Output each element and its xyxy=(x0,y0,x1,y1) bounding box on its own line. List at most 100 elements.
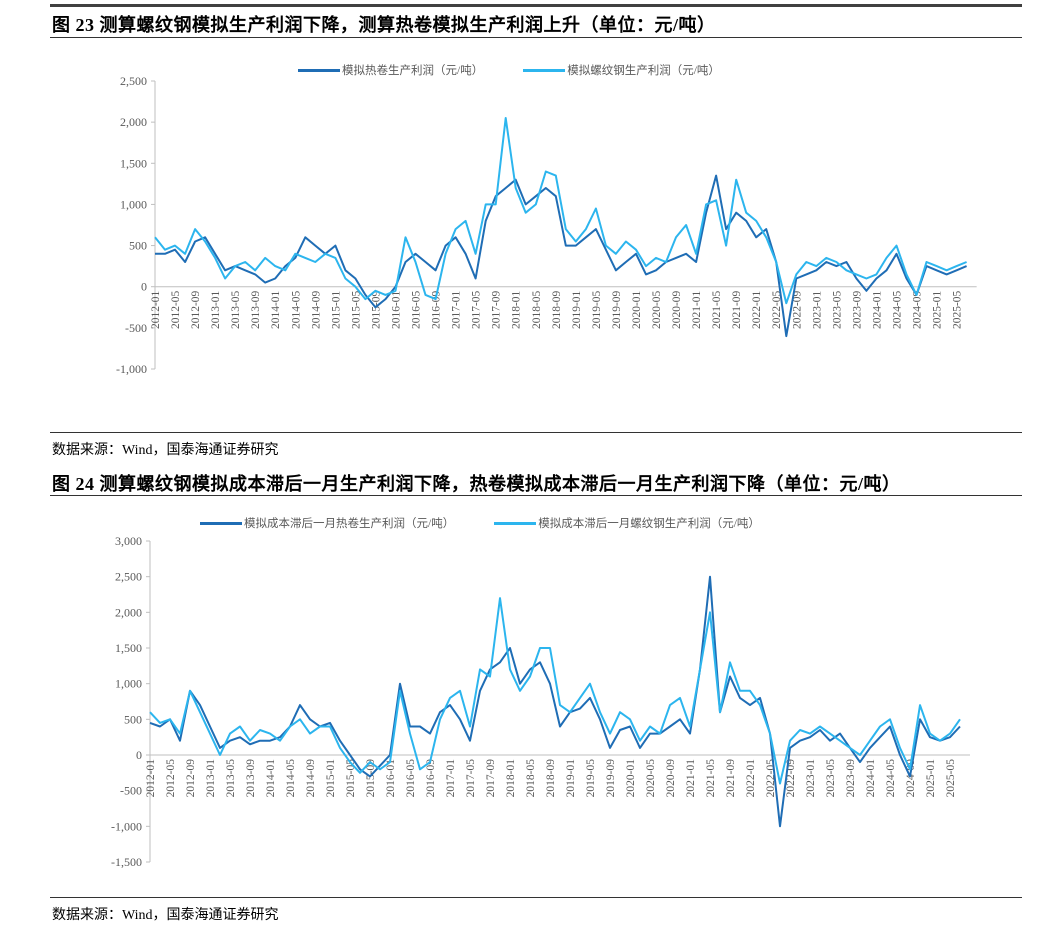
x-tick-label: 2019-01 xyxy=(565,759,577,798)
x-tick-label: 2013-05 xyxy=(225,759,237,798)
x-tick-label: 2018-05 xyxy=(525,759,537,798)
x-tick-label: 2020-05 xyxy=(645,759,657,798)
chart1-plot: -1,000 -500 0 500 1,000 1,500 2,000 2,500 2012-0… xyxy=(116,74,977,376)
x-tick-label: 2021-05 xyxy=(705,759,717,798)
chart1-legend: 模拟热卷生产利润（元/吨） 模拟螺纹钢生产利润（元/吨） xyxy=(298,62,720,78)
x-tick-label: 2024-01 xyxy=(865,759,877,798)
x-tick-label: 2022-05 xyxy=(771,290,783,329)
x-tick-label: 2020-09 xyxy=(665,759,677,798)
x-tick-label: 2012-05 xyxy=(170,290,182,329)
y-tick-label: -500 xyxy=(125,321,147,335)
x-tick-label: 2025-05 xyxy=(945,759,957,798)
x-tick-label: 2014-09 xyxy=(310,290,322,329)
legend-swatch xyxy=(523,68,566,72)
y-tick-label: 2,000 xyxy=(115,605,142,619)
x-tick-label: 2016-09 xyxy=(425,759,437,798)
x-tick-label: 2019-01 xyxy=(571,290,583,329)
legend-item-rebar-lag: 模拟成本滞后一月螺纹钢生产利润（元/吨） xyxy=(494,515,760,531)
x-tick-label: 2024-09 xyxy=(912,290,924,329)
x-tick-label: 2023-09 xyxy=(851,290,863,329)
x-tick-label: 2021-01 xyxy=(691,290,703,329)
series-line-rebar xyxy=(154,117,967,305)
x-tick-label: 2021-09 xyxy=(725,759,737,798)
x-tick-label: 2016-01 xyxy=(390,290,402,329)
y-tick-label: 2,500 xyxy=(120,74,147,88)
figure1-title: 图 23 测算螺纹钢模拟生产利润下降，测算热卷模拟生产利润上升（单位：元/吨） xyxy=(52,15,716,35)
legend-label: 模拟成本滞后一月螺纹钢生产利润（元/吨） xyxy=(538,518,760,530)
x-tick-label: 2019-09 xyxy=(611,290,623,329)
y-tick-label: 0 xyxy=(141,280,147,294)
x-tick-label: 2023-09 xyxy=(845,759,857,798)
x-tick-label: 2013-01 xyxy=(205,759,217,798)
y-tick-label: 2,000 xyxy=(120,115,147,129)
x-tick-label: 2019-05 xyxy=(591,290,603,329)
y-tick-label: 3,000 xyxy=(115,534,142,548)
x-tick-label: 2020-01 xyxy=(625,759,637,798)
chart2-plot: -1,500 -1,000 -500 0 500 1,000 1,500 2,000 2,500… xyxy=(111,534,970,869)
y-tick-label: 2,500 xyxy=(115,570,142,584)
x-tick-label: 2021-05 xyxy=(711,290,723,329)
x-tick-label: 2012-01 xyxy=(145,759,157,798)
x-tick-label: 2015-05 xyxy=(350,290,362,329)
legend-label: 模拟成本滞后一月热卷生产利润（元/吨） xyxy=(244,518,455,530)
top-rule xyxy=(50,4,1022,7)
x-tick-label: 2014-01 xyxy=(270,290,282,329)
x-tick-label: 2017-01 xyxy=(445,759,457,798)
legend-item-hot-rolled: 模拟热卷生产利润（元/吨） xyxy=(298,62,483,78)
y-tick-label: 0 xyxy=(136,748,142,762)
x-tick-label: 2013-05 xyxy=(230,290,242,329)
y-tick-label: 1,500 xyxy=(115,641,142,655)
x-tick-label: 2015-01 xyxy=(325,759,337,798)
x-tick-label: 2014-01 xyxy=(265,759,277,798)
x-tick-label: 2017-01 xyxy=(451,290,463,329)
x-tick-label: 2017-05 xyxy=(465,759,477,798)
x-tick-label: 2023-05 xyxy=(825,759,837,798)
x-tick-label: 2017-05 xyxy=(471,290,483,329)
x-tick-label: 2013-09 xyxy=(245,759,257,798)
x-tick-label: 2024-05 xyxy=(885,759,897,798)
legend-item-rebar: 模拟螺纹钢生产利润（元/吨） xyxy=(523,62,720,78)
x-tick-label: 2017-09 xyxy=(485,759,497,798)
x-tick-label: 2025-01 xyxy=(925,759,937,798)
x-tick-label: 2012-01 xyxy=(150,290,162,329)
series-line-hot-rolled xyxy=(149,575,961,828)
x-tick-label: 2012-05 xyxy=(165,759,177,798)
chart2-legend: 模拟成本滞后一月热卷生产利润（元/吨） 模拟成本滞后一月螺纹钢生产利润（元/吨） xyxy=(200,515,760,531)
x-tick-label: 2015-09 xyxy=(365,759,377,798)
x-tick-label: 2013-01 xyxy=(210,290,222,329)
legend-item-hot-rolled-lag: 模拟成本滞后一月热卷生产利润（元/吨） xyxy=(200,515,454,531)
x-tick-label: 2022-01 xyxy=(745,759,757,798)
y-tick-label: 500 xyxy=(129,239,147,253)
figure1-source: 数据来源：Wind，国泰海通证券研究 xyxy=(52,443,279,458)
legend-swatch xyxy=(298,68,340,72)
x-tick-label: 2019-05 xyxy=(585,759,597,798)
x-tick-label: 2016-09 xyxy=(431,290,443,329)
x-tick-label: 2025-05 xyxy=(952,290,964,329)
y-tick-label: 500 xyxy=(124,712,142,726)
figure2-source-rule xyxy=(50,897,1022,898)
x-tick-label: 2013-09 xyxy=(250,290,262,329)
y-tick-label: -1,000 xyxy=(116,362,147,376)
x-tick-label: 2018-01 xyxy=(511,290,523,329)
figure2-title: 图 24 测算螺纹钢模拟成本滞后一月生产利润下降，热卷模拟成本滞后一月生产利润下… xyxy=(52,474,901,494)
x-tick-label: 2019-09 xyxy=(605,759,617,798)
y-tick-label: 1,500 xyxy=(120,156,147,170)
y-tick-label: -1,000 xyxy=(111,819,142,833)
x-tick-label: 2020-05 xyxy=(651,290,663,329)
x-tick-label: 2016-05 xyxy=(411,290,423,329)
figure1-source-rule xyxy=(50,432,1022,433)
legend-label: 模拟热卷生产利润（元/吨） xyxy=(342,65,484,77)
series-line-rebar xyxy=(149,597,961,785)
figure2-source: 数据来源：Wind，国泰海通证券研究 xyxy=(52,908,279,923)
legend-swatch xyxy=(494,521,537,525)
x-tick-label: 2021-09 xyxy=(731,290,743,329)
x-tick-label: 2014-05 xyxy=(285,759,297,798)
x-tick-label: 2018-05 xyxy=(531,290,543,329)
x-tick-label: 2012-09 xyxy=(185,759,197,798)
legend-swatch xyxy=(200,521,242,525)
x-tick-label: 2024-09 xyxy=(905,759,917,798)
x-tick-label: 2020-09 xyxy=(671,290,683,329)
x-tick-label: 2017-09 xyxy=(491,290,503,329)
x-tick-label: 2014-09 xyxy=(305,759,317,798)
x-tick-label: 2024-01 xyxy=(871,290,883,329)
